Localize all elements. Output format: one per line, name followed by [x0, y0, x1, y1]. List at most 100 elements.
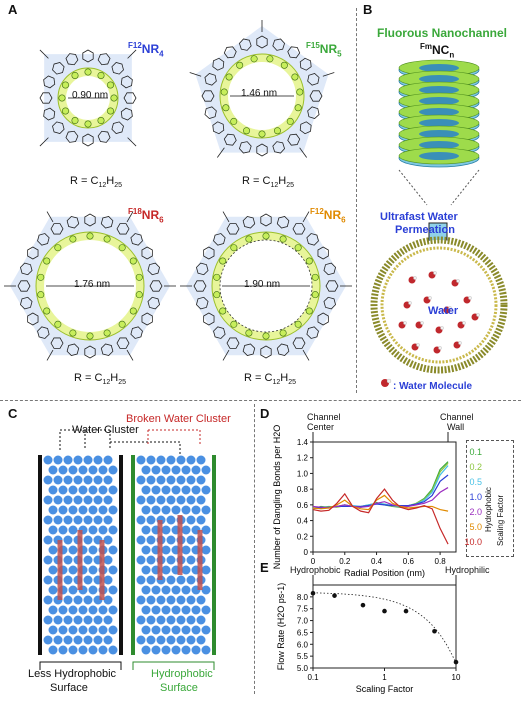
water-ball	[186, 575, 196, 585]
benzene-ring	[130, 233, 143, 246]
water-ball	[98, 485, 108, 495]
water-ball	[161, 585, 171, 595]
water-ball	[171, 625, 181, 635]
right-channel-wall-2	[212, 455, 216, 655]
zoom-line-left	[398, 169, 428, 206]
channel-center-line2: Center	[307, 422, 335, 432]
water-ball	[103, 595, 113, 605]
water-ball	[78, 505, 88, 515]
benzene-ring	[97, 130, 111, 143]
water-ball	[136, 495, 146, 505]
water-ball	[83, 515, 93, 525]
benzene-ring	[27, 312, 39, 326]
fluorine-marker	[236, 61, 244, 69]
benzene-ring	[287, 46, 301, 59]
water-ball	[186, 515, 196, 525]
water-ball	[53, 495, 63, 505]
nanochannel-hole	[419, 75, 459, 83]
fluorine-marker	[311, 291, 319, 299]
fluorine-marker	[43, 307, 51, 315]
water-ball	[98, 605, 108, 615]
water-ball	[186, 615, 196, 625]
water-ball	[176, 495, 186, 505]
water-ball	[53, 615, 63, 625]
vesicle-membrane-inner	[380, 246, 498, 364]
chart-d-ytick-label: 1.2	[297, 454, 309, 463]
benzene-ring	[84, 213, 96, 227]
water-ball	[43, 595, 53, 605]
fluorine-marker	[291, 73, 299, 81]
benzene-ring	[120, 75, 133, 89]
water-ball	[88, 645, 98, 655]
water-ball	[58, 645, 68, 655]
water-ball	[63, 515, 73, 525]
chart-d-frame	[312, 441, 457, 553]
chart-d-xtick-label: 0.6	[403, 557, 415, 566]
water-label: Water	[428, 305, 459, 317]
water-ball	[103, 635, 113, 645]
water-ball	[146, 535, 156, 545]
fluorine-marker	[294, 244, 302, 252]
water-ball	[151, 505, 161, 515]
benzene-ring	[292, 337, 306, 349]
benzene-ring	[116, 223, 130, 235]
water-ball	[141, 485, 151, 495]
legend-value: 2.0	[469, 507, 482, 517]
water-ball	[186, 455, 196, 465]
benzene-ring	[97, 53, 111, 66]
water-ball	[166, 495, 176, 505]
water-molecule-legend: : Water Molecule	[393, 381, 473, 392]
side-chain	[46, 211, 54, 223]
fluorine-marker	[135, 291, 143, 299]
chart-d-series-2.0	[312, 487, 449, 509]
water-ball	[156, 595, 166, 605]
water-ball	[68, 625, 78, 635]
water-ball	[161, 545, 171, 555]
panel-a-label: A	[8, 2, 18, 17]
benzene-ring	[43, 107, 56, 121]
side-chain	[302, 349, 310, 361]
benzene-ring	[287, 133, 301, 146]
water-ball	[146, 555, 156, 565]
water-ball	[151, 585, 161, 595]
chart-d-xlabel: Radial Position (nm)	[344, 568, 425, 578]
chart-e-point	[403, 608, 409, 614]
water-ball	[73, 595, 83, 605]
water-ball	[136, 455, 146, 465]
side-chain	[222, 211, 230, 223]
water-ball	[146, 575, 156, 585]
water-ball	[88, 585, 98, 595]
water-ball	[186, 475, 196, 485]
water-ball	[151, 465, 161, 475]
hydrophobic-tag: Hydrophobic	[290, 565, 341, 575]
water-ball	[171, 585, 181, 595]
water-ball	[103, 495, 113, 505]
side-chain	[127, 137, 137, 147]
chart-e-ytick-label: 6.0	[297, 640, 309, 649]
cluster-pointer-left	[59, 429, 110, 450]
benzene-ring	[17, 280, 31, 292]
water-ball	[151, 645, 161, 655]
water-ball	[93, 515, 103, 525]
benzene-ring	[111, 121, 124, 134]
water-ball	[58, 625, 68, 635]
water-ball	[156, 455, 166, 465]
benzene-ring	[196, 296, 209, 310]
benzene-ring	[111, 62, 124, 75]
water-ball	[166, 535, 176, 545]
water-ball	[181, 645, 191, 655]
benzene-ring	[193, 280, 207, 292]
fluorine-marker	[230, 244, 238, 252]
water-ball	[103, 455, 113, 465]
water-ball	[93, 495, 103, 505]
water-hydrogen	[438, 346, 442, 350]
fluorine-marker	[97, 71, 105, 79]
water-ball	[48, 485, 58, 495]
water-ball	[63, 455, 73, 465]
water-ball	[191, 505, 201, 515]
fluorine-marker	[71, 71, 79, 79]
water-ball	[181, 605, 191, 615]
water-ball	[98, 505, 108, 515]
fluorine-marker	[225, 73, 233, 81]
